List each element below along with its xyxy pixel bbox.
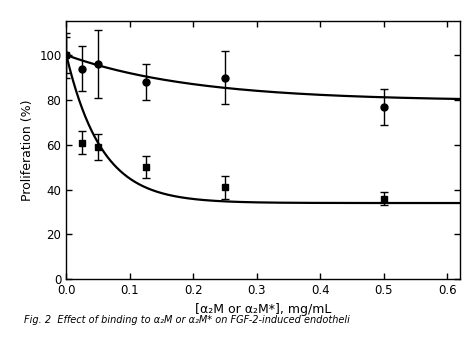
X-axis label: [α₂M or α₂M*], mg/mL: [α₂M or α₂M*], mg/mL: [195, 303, 331, 316]
Text: Fig. 2  Effect of binding to α₂M or α₂M* on FGF-2-induced endotheli: Fig. 2 Effect of binding to α₂M or α₂M* …: [24, 315, 349, 325]
Y-axis label: Proliferation (%): Proliferation (%): [21, 100, 34, 201]
